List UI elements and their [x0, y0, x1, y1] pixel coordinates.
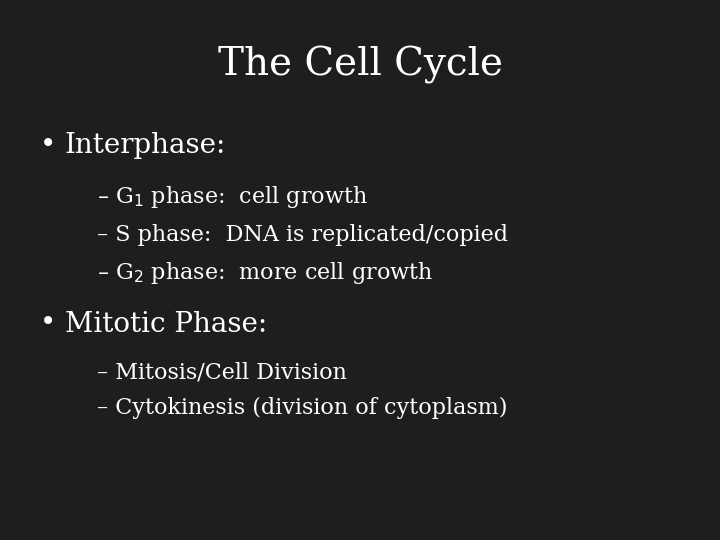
Text: Interphase:: Interphase:	[65, 132, 226, 159]
Text: – Cytokinesis (division of cytoplasm): – Cytokinesis (division of cytoplasm)	[97, 397, 508, 418]
Text: •: •	[40, 310, 56, 338]
Text: – G$_1$ phase:  cell growth: – G$_1$ phase: cell growth	[97, 184, 368, 210]
Text: The Cell Cycle: The Cell Cycle	[217, 46, 503, 84]
Text: •: •	[40, 132, 56, 159]
Text: – S phase:  DNA is replicated/copied: – S phase: DNA is replicated/copied	[97, 224, 508, 246]
Text: – Mitosis/Cell Division: – Mitosis/Cell Division	[97, 362, 347, 383]
Text: – G$_2$ phase:  more cell growth: – G$_2$ phase: more cell growth	[97, 260, 433, 286]
Text: Mitotic Phase:: Mitotic Phase:	[65, 310, 267, 338]
